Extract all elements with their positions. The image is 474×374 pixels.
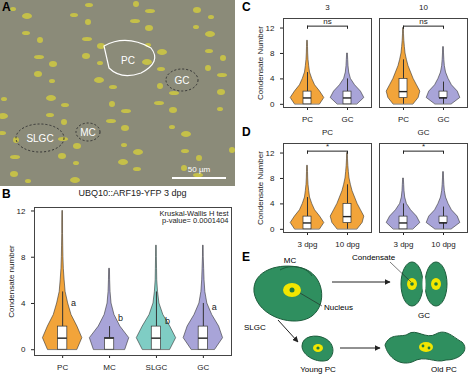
svg-text:10: 10 bbox=[419, 3, 428, 12]
svg-text:MC: MC bbox=[103, 363, 116, 372]
svg-text:10 dpg: 10 dpg bbox=[431, 240, 455, 249]
html-text:A: A bbox=[2, 0, 11, 14]
svg-text:4: 4 bbox=[270, 199, 275, 208]
svg-text:*: * bbox=[422, 142, 425, 151]
svg-text:3 dpg: 3 dpg bbox=[297, 240, 317, 249]
svg-text:GC: GC bbox=[418, 128, 430, 137]
html-text:D: D bbox=[242, 125, 251, 139]
svg-text:Old PC: Old PC bbox=[431, 365, 457, 374]
svg-text:12: 12 bbox=[266, 149, 275, 158]
svg-text:8: 8 bbox=[270, 49, 275, 58]
svg-text:GC: GC bbox=[342, 115, 354, 124]
svg-text:8: 8 bbox=[270, 174, 275, 183]
svg-text:MC: MC bbox=[80, 127, 96, 138]
svg-text:GC: GC bbox=[418, 311, 430, 320]
svg-text:b: b bbox=[118, 313, 123, 323]
svg-text:0: 0 bbox=[21, 345, 26, 354]
svg-text:ns: ns bbox=[419, 17, 427, 26]
svg-text:GC: GC bbox=[438, 115, 450, 124]
svg-text:GC: GC bbox=[197, 363, 209, 372]
svg-text:SLGC: SLGC bbox=[244, 323, 266, 332]
svg-text:PC: PC bbox=[398, 115, 409, 124]
svg-text:Condensate Number: Condensate Number bbox=[256, 26, 265, 100]
svg-text:Nucleus: Nucleus bbox=[324, 303, 353, 312]
svg-text:8: 8 bbox=[21, 253, 26, 262]
svg-text:3 dpg: 3 dpg bbox=[393, 240, 413, 249]
svg-text:b: b bbox=[165, 316, 170, 326]
svg-text:Kruskal-Wallis H testp-value=: Kruskal-Wallis H testp-value= 0.0001404 bbox=[160, 209, 230, 226]
svg-text:Condensate number: Condensate number bbox=[7, 245, 16, 318]
html-text:B: B bbox=[2, 187, 11, 201]
svg-text:Young PC: Young PC bbox=[300, 365, 336, 374]
svg-text:10 dpg: 10 dpg bbox=[335, 240, 359, 249]
svg-text:PC: PC bbox=[302, 115, 313, 124]
svg-text:PC: PC bbox=[322, 128, 333, 137]
svg-text:Condensate Number: Condensate Number bbox=[256, 151, 265, 225]
svg-text:50 µm: 50 µm bbox=[188, 165, 211, 174]
svg-text:ns: ns bbox=[323, 17, 331, 26]
svg-text:Condensate: Condensate bbox=[352, 253, 396, 262]
svg-text:GC: GC bbox=[175, 75, 190, 86]
svg-text:SLGC: SLGC bbox=[146, 363, 168, 372]
svg-text:MC: MC bbox=[284, 256, 297, 265]
html-text:UBQ10::ARF19-YFP 3 dpg: UBQ10::ARF19-YFP 3 dpg bbox=[78, 188, 187, 198]
svg-text:3: 3 bbox=[325, 3, 330, 12]
svg-text:4: 4 bbox=[270, 74, 275, 83]
svg-text:PC: PC bbox=[121, 55, 135, 66]
svg-text:SLGC: SLGC bbox=[26, 133, 53, 144]
svg-text:a: a bbox=[212, 302, 217, 312]
svg-text:4: 4 bbox=[21, 299, 26, 308]
svg-text:12: 12 bbox=[266, 24, 275, 33]
svg-text:12: 12 bbox=[17, 207, 26, 216]
svg-text:PC: PC bbox=[57, 363, 68, 372]
svg-text:*: * bbox=[326, 142, 329, 151]
svg-text:0: 0 bbox=[270, 100, 275, 109]
html-text:C: C bbox=[242, 0, 251, 14]
svg-text:a: a bbox=[71, 298, 76, 308]
svg-text:0: 0 bbox=[270, 225, 275, 234]
html-text:E: E bbox=[242, 250, 250, 264]
